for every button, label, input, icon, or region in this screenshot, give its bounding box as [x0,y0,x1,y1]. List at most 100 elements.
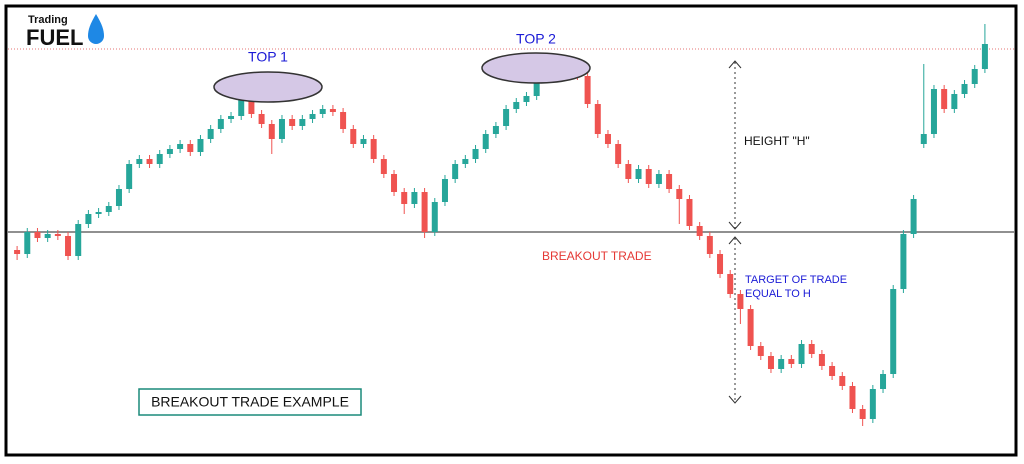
candle-body [24,232,31,254]
candle-body [584,76,591,104]
candle-body [34,232,41,238]
example-label: BREAKOUT TRADE EXAMPLE [151,394,349,410]
candle-body [452,164,459,179]
candle-body [95,212,102,214]
candle-body [207,129,214,139]
candle-body [187,144,194,152]
candle-body [869,389,876,419]
candle-body [615,144,622,164]
candle-body [604,134,611,144]
candle-body [370,139,377,159]
candle-body [727,274,734,294]
top2-ellipse [481,52,591,84]
candle-body [829,366,836,376]
candle-body [594,104,601,134]
candle-body [228,116,235,119]
candle-body [217,119,224,129]
candle-body [513,102,520,109]
candle-body [788,359,795,364]
candle-body [248,94,255,114]
candle-body [523,96,530,102]
candle-body [197,139,204,152]
top1-ellipse [213,71,323,103]
candle-body [177,144,184,149]
candle-body [859,409,866,419]
candle-body [441,179,448,202]
candle-body [380,159,387,174]
candle-body [391,174,398,192]
height-label: HEIGHT "H" [744,134,810,148]
candle-body [757,346,764,356]
candle-body [462,159,469,164]
logo-top: Trading [28,14,68,26]
candle-body [299,119,306,126]
candle-body [503,109,510,126]
logo-bottom: FUEL [26,25,83,50]
candle-body [930,89,937,134]
target-label: TARGET OF TRADE [745,274,847,286]
candle-body [533,74,540,96]
candle-body [492,126,499,134]
logo-drop [88,14,104,44]
candle-body [14,250,21,254]
candle-body [686,199,693,226]
candle-body [941,89,948,109]
candle-body [309,114,316,119]
candle-body [126,164,133,189]
candle-body [676,189,683,199]
candle-body [706,236,713,254]
candle-body [839,376,846,386]
candle-body [75,224,82,256]
candle-body [818,354,825,366]
candle-body [625,164,632,179]
candle-body [635,169,642,179]
candle-body [54,234,61,236]
candle-body [166,149,173,154]
candle-body [340,112,347,129]
candle-body [849,386,856,409]
candle-body [258,114,265,124]
candle-body [319,109,326,114]
breakout-label: BREAKOUT TRADE [542,249,652,263]
candle-body [421,192,428,232]
candle-body [482,134,489,149]
top1-label: TOP 1 [248,49,288,65]
candle-body [360,139,367,144]
candle-body [798,344,805,364]
candle-body [146,159,153,164]
candle-body [880,374,887,389]
candle-body [910,199,917,234]
target-label: EQUAL TO H [745,288,811,300]
candle-body [268,124,275,139]
candle-body [961,84,968,94]
candle-body [808,344,815,354]
candle-body [890,289,897,374]
candle-body [156,154,163,164]
candle-body [136,159,143,164]
candle-body [472,149,479,159]
candle-body [115,189,122,206]
candle-body [696,226,703,236]
candle-body [289,119,296,126]
candle-body [778,359,785,369]
target-arrowheads [728,236,742,404]
candle-body [278,119,285,139]
candle-body [981,44,988,69]
candle-body [329,109,336,112]
candle-body [767,356,774,369]
candle-body [65,236,72,256]
height-arrowheads [728,60,742,230]
candle-body [44,234,51,238]
candle-body [431,202,438,232]
candle-body [645,169,652,184]
candle-body [920,134,927,144]
candle-body [747,309,754,346]
candle-body [350,129,357,144]
candle-body [666,174,673,189]
candle-body [900,234,907,289]
candle-body [951,94,958,109]
top2-label: TOP 2 [516,31,556,47]
candle-body [401,192,408,204]
